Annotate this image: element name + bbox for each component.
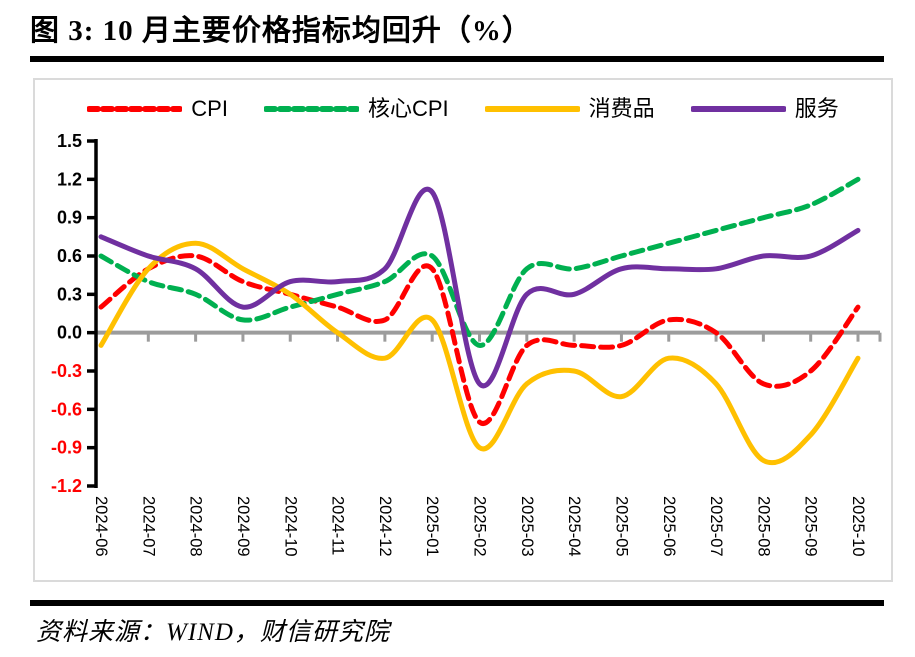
legend-label: 核心CPI (367, 96, 449, 121)
chart-legend: CPI 核心CPI 消费品 服务 (55, 95, 871, 123)
source-divider (30, 600, 884, 606)
legend-item-消费品: 消费品 (484, 96, 655, 121)
y-tick-label: 0.0 (57, 323, 82, 343)
y-axis: 1.5 1.2 0.9 0.6 0.3 0.0 -0.3 -0.6 -0.9 -1.2 (51, 131, 98, 496)
chart-frame: CPI 核心CPI 消费品 服务 1.5 1.2 0.9 0.6 0.3 0.0 -0.3 -0.6… (33, 78, 893, 582)
series-line-消费品 (98, 240, 861, 466)
series-line-核心CPI (98, 176, 861, 348)
legend-item-CPI: CPI (87, 98, 228, 120)
x-axis (96, 330, 882, 342)
y-tick-label: 0.9 (57, 208, 82, 228)
x-tick-label: 2025-02 (471, 496, 489, 557)
legend-item-服务: 服务 (690, 96, 839, 121)
x-tick-label: 2025-03 (518, 496, 536, 557)
x-tick-label: 2025-07 (707, 496, 725, 557)
legend-swatch-icon (263, 106, 359, 112)
x-tick-label: 2024-11 (329, 496, 347, 555)
x-tick-label: 2024-08 (187, 496, 205, 557)
x-tick-label: 2025-06 (660, 496, 678, 557)
x-tick-label: 2025-04 (565, 496, 583, 557)
y-tick-label: -1.2 (51, 476, 82, 496)
series-line-CPI (98, 253, 861, 426)
y-tick-label: -0.9 (51, 438, 82, 458)
x-tick-label: 2024-09 (234, 496, 252, 557)
y-tick-label: 0.6 (57, 246, 82, 266)
y-tick-label: -0.6 (51, 399, 82, 419)
x-tick-label: 2024-12 (376, 496, 394, 557)
x-tick-label: 2024-10 (281, 496, 299, 557)
legend-label: 服务 (794, 96, 839, 121)
y-tick-label: 0.3 (57, 284, 82, 304)
legend-swatch-icon (690, 106, 786, 112)
source-note: 资料来源：WIND，财信研究院 (36, 619, 390, 646)
legend-item-核心CPI: 核心CPI (263, 96, 449, 121)
series-line-服务 (98, 186, 861, 389)
y-tick-label: 1.2 (57, 169, 82, 189)
line-chart: 1.5 1.2 0.9 0.6 0.3 0.0 -0.3 -0.6 -0.9 -1.2 2024-0… (51, 131, 882, 557)
x-tick-label: 2025-08 (754, 496, 772, 557)
title-divider (30, 56, 884, 62)
x-tick-label: 2025-10 (849, 496, 867, 557)
x-tick-label: 2024-07 (139, 496, 157, 557)
x-tick-label: 2024-06 (92, 496, 110, 557)
legend-swatch-icon (87, 106, 183, 112)
figure-title: 图 3: 10 月主要价格指标均回升（%） (30, 15, 532, 47)
y-tick-label: -0.3 (51, 361, 82, 381)
x-axis-labels: 2024-06 2024-07 2024-08 2024-09 2024-10 2024-… (92, 496, 867, 557)
legend-swatch-icon (484, 106, 580, 112)
legend-label: CPI (191, 96, 228, 121)
y-tick-label: 1.5 (57, 131, 82, 151)
x-tick-label: 2025-01 (423, 496, 441, 557)
x-tick-label: 2025-09 (802, 496, 820, 557)
x-tick-label: 2025-05 (612, 496, 630, 557)
legend-label: 消费品 (588, 96, 655, 121)
